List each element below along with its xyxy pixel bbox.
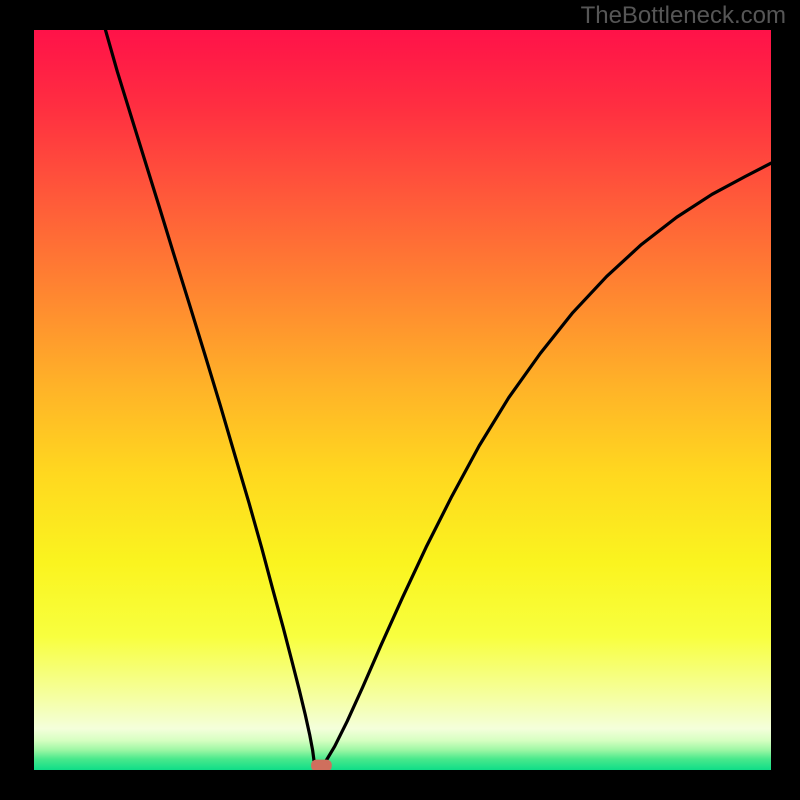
chart-frame: TheBottleneck.com — [0, 0, 800, 800]
watermark-text: TheBottleneck.com — [581, 2, 786, 30]
plot-area — [34, 30, 771, 770]
plot-svg — [34, 30, 771, 770]
minimum-marker — [311, 760, 332, 770]
gradient-background — [34, 30, 771, 770]
